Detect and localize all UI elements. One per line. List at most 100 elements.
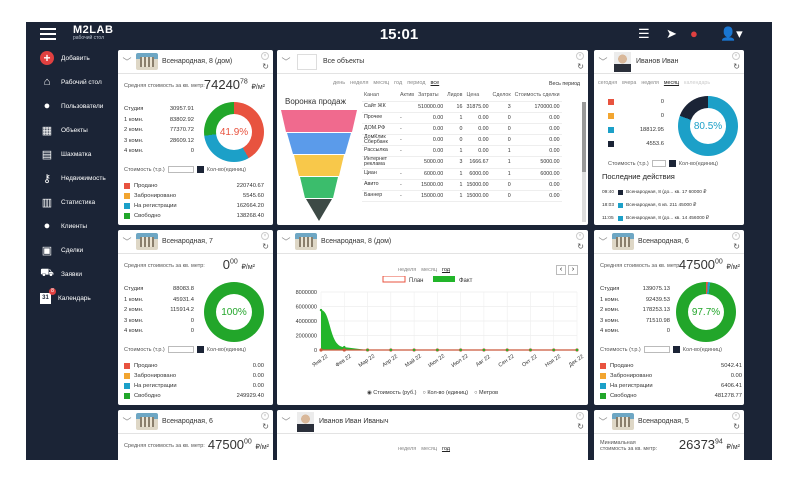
tab-week[interactable]: неделя — [350, 80, 369, 86]
chevron-down-icon[interactable]: ﹀ — [281, 417, 291, 427]
sidebar-item-objects[interactable]: ▦ Объекты — [41, 124, 88, 137]
user-menu-icon[interactable]: 👤▾ — [720, 26, 743, 41]
tab-year[interactable]: год — [394, 80, 403, 86]
refresh-icon[interactable]: ↻ — [262, 422, 269, 431]
sidebar-item-clients[interactable]: ● Клиенты — [26, 214, 118, 238]
table-row[interactable]: Рассылка -0.00 1 0.00 1 0.00 — [362, 145, 562, 158]
table-cell: 0.00 — [464, 145, 491, 158]
chevron-down-icon[interactable]: ﹀ — [598, 417, 608, 427]
sidebar-item-calendar[interactable]: 31 8 Календарь — [26, 286, 118, 310]
tab-year[interactable]: год — [441, 446, 451, 452]
chevron-down-icon[interactable]: ﹀ — [122, 237, 132, 247]
close-icon[interactable]: × — [732, 232, 740, 240]
radio-meters[interactable]: ○ Метров — [474, 390, 499, 396]
tab-week[interactable]: неделя — [641, 80, 659, 86]
table-cell: 1 — [445, 190, 465, 202]
price-label: Средняя стоимость за кв. метр: — [600, 262, 681, 269]
tab-month[interactable]: месяц — [421, 446, 437, 452]
chevron-down-icon[interactable]: ﹀ — [281, 237, 291, 247]
tab-week[interactable]: неделя — [398, 446, 417, 452]
chart-mode-control[interactable]: Стоимость (т.р.) Кол-во(единиц) — [600, 346, 723, 353]
chart-mode-control[interactable]: Стоимость (т.р.) Кол-во(единиц) — [124, 346, 247, 353]
sidebar-item-add[interactable]: + Добавить — [26, 46, 118, 70]
menu-icon[interactable] — [40, 28, 56, 40]
close-icon[interactable]: × — [261, 52, 269, 60]
chart-mode-control[interactable]: Стоимость (т.р.) Кол-во(единиц) — [608, 160, 719, 167]
plus-circle-icon: + — [40, 51, 54, 65]
refresh-icon[interactable]: ↻ — [262, 242, 269, 251]
refresh-icon[interactable]: ↻ — [733, 242, 740, 251]
close-icon[interactable]: × — [576, 52, 584, 60]
refresh-icon[interactable]: ↻ — [733, 62, 740, 71]
refresh-icon[interactable]: ↻ — [262, 62, 269, 71]
price-label: Средняя стоимость за кв. метр: — [124, 442, 205, 449]
close-icon[interactable]: × — [732, 412, 740, 420]
chevron-down-icon[interactable]: ﹀ — [598, 237, 608, 247]
price-label: Средняя стоимость за кв. метр: — [124, 82, 205, 89]
sidebar-item-realty[interactable]: ⚷ Недвижимость — [26, 166, 118, 190]
chevron-down-icon[interactable]: ﹀ — [122, 57, 132, 67]
table-row[interactable]: Авито -15000.00 1 15000.00 0 0.00 — [362, 179, 562, 191]
card-title: Всенародная, 6 — [638, 238, 689, 245]
tab-day[interactable]: день — [333, 80, 346, 86]
tab-all[interactable]: все — [430, 80, 440, 86]
card-title: Всенародная, 8 (дом) — [162, 58, 233, 65]
table-row[interactable]: Циан -6000.00 1 6000.00 1 6000.00 — [362, 168, 562, 180]
tab-today[interactable]: сегодня — [598, 80, 618, 86]
stack-icon[interactable]: ☰ — [638, 26, 650, 41]
next-arrow-icon[interactable]: › — [568, 265, 578, 275]
refresh-icon[interactable]: ↻ — [577, 242, 584, 251]
tab-yesterday[interactable]: вчера — [622, 80, 637, 86]
tab-month[interactable]: месяц — [373, 80, 390, 86]
plan-point — [342, 348, 346, 352]
x-tick-label: Янв 22 — [312, 354, 330, 369]
sidebar-item-users[interactable]: ● Пользователи — [26, 94, 118, 118]
radio-count[interactable]: ○ Кол-во (единиц) — [422, 390, 469, 396]
table-cell: 0.00 — [512, 190, 562, 202]
sidebar-item-requests[interactable]: ⛟ Заявки — [40, 267, 82, 279]
table-cell: Баннер — [362, 190, 398, 202]
tab-month[interactable]: месяц — [663, 80, 680, 86]
close-icon[interactable]: × — [576, 412, 584, 420]
radio-cost[interactable]: ◉ Стоимость (руб.) — [366, 390, 417, 396]
x-tick-label: Июн 22 — [427, 353, 446, 369]
sidebar-item-deals[interactable]: ▣ Сделки — [41, 244, 84, 257]
table-cell: ДомКлик Сбербанк — [362, 134, 398, 147]
close-icon[interactable]: × — [261, 412, 269, 420]
chevron-down-icon[interactable]: ﹀ — [598, 57, 608, 67]
tab-week[interactable]: неделя — [398, 267, 417, 273]
table-cell: 0.00 — [416, 134, 446, 147]
table-cell: Интернет реклама — [362, 157, 398, 169]
tab-year[interactable]: год — [441, 267, 451, 273]
table-cell: 15000.00 — [464, 179, 491, 191]
chart-mode-control[interactable]: Стоимость (т.р.) Кол-во(единиц) — [124, 166, 247, 173]
refresh-icon[interactable]: ↻ — [733, 422, 740, 431]
table-row[interactable]: ДОМ.РФ -0.00 0 0.00 0 0.00 — [362, 123, 562, 135]
table-row[interactable]: ДомКлик Сбербанк -0.00 0 0.00 0 0.00 — [362, 134, 562, 147]
table-row[interactable]: Прочее -0.00 1 0.00 0 0.00 — [362, 112, 562, 124]
prev-arrow-icon[interactable]: ‹ — [556, 265, 566, 275]
close-icon[interactable]: × — [576, 232, 584, 240]
chevron-down-icon[interactable]: ﹀ — [281, 57, 291, 67]
app-window: M2LAB рабочий стол 15:01 ☰ ➤ ● 👤▾ + Добави… — [26, 22, 772, 460]
table-row[interactable]: Сайт ЖК 510000.00 16 31875.00 3 170000.00 — [362, 101, 562, 113]
chat-icon[interactable]: ● — [690, 26, 698, 41]
scrollbar[interactable] — [582, 102, 586, 222]
table-row[interactable]: Баннер -15000.00 1 15000.00 0 0.00 — [362, 190, 562, 202]
refresh-icon[interactable]: ↻ — [577, 422, 584, 431]
table-cell: Прочее — [362, 112, 398, 124]
refresh-icon[interactable]: ↻ — [577, 62, 584, 71]
tab-calendar[interactable]: календарь — [684, 80, 711, 86]
sidebar-item-grid[interactable]: ▤ Шахматка — [41, 148, 92, 161]
close-icon[interactable]: × — [261, 232, 269, 240]
rocket-icon[interactable]: ➤ — [666, 26, 677, 41]
tab-period[interactable]: период — [407, 80, 426, 86]
chevron-down-icon[interactable]: ﹀ — [122, 417, 132, 427]
sidebar-item-stats[interactable]: ▥ Статистика — [41, 196, 96, 209]
table-row[interactable]: Интернет реклама 5000.00 3 1666.67 1 5000.00 — [362, 157, 562, 169]
close-icon[interactable]: × — [732, 52, 740, 60]
fact-point — [389, 348, 393, 352]
tab-month[interactable]: месяц — [421, 267, 437, 273]
sidebar-item-desktop[interactable]: ⌂ Рабочий стол — [26, 70, 118, 94]
user-icon: ● — [43, 100, 51, 112]
